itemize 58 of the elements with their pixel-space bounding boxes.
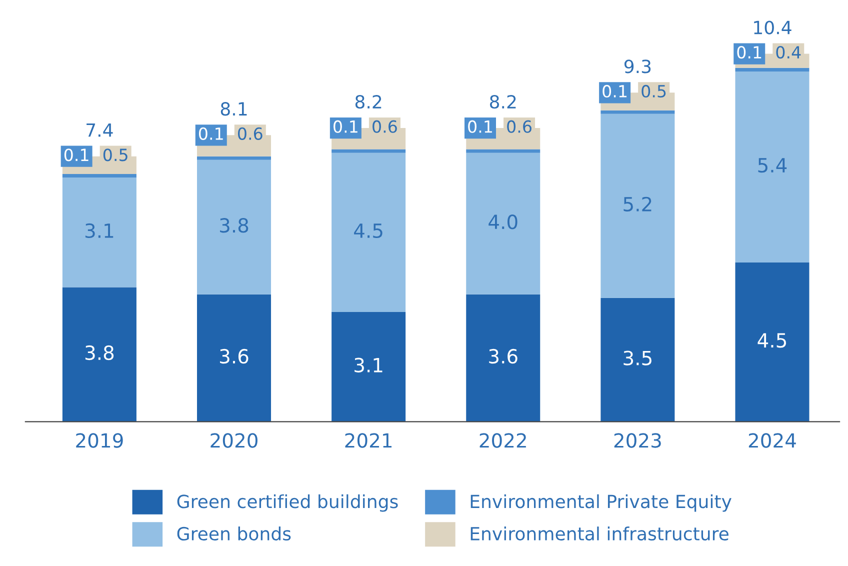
data-label: 0.1 bbox=[64, 148, 88, 162]
data-label: 4.5 bbox=[354, 224, 382, 238]
bar bbox=[600, 110, 675, 114]
bar bbox=[600, 298, 675, 422]
bar bbox=[332, 152, 406, 312]
data-label: 0.1 bbox=[468, 120, 492, 133]
data-label: 0.1 bbox=[198, 127, 223, 140]
total-label: 8.2 bbox=[355, 94, 382, 109]
data-label: 4.0 bbox=[488, 214, 518, 230]
data-label: 3.6 bbox=[220, 348, 248, 364]
legend-label: Environmental infrastructure bbox=[470, 526, 728, 541]
bar bbox=[197, 160, 272, 294]
bar bbox=[332, 149, 406, 153]
data-label: 3.1 bbox=[85, 223, 114, 238]
data-label: 5.4 bbox=[758, 158, 787, 173]
total-label: 9.3 bbox=[624, 60, 651, 74]
bar bbox=[197, 156, 272, 160]
bar bbox=[466, 149, 540, 153]
data-label: 3.8 bbox=[220, 218, 248, 233]
data-label: 3.5 bbox=[624, 350, 652, 366]
data-label: 0.1 bbox=[334, 120, 358, 133]
data-label: 0.1 bbox=[602, 84, 627, 98]
x-tick-label: 2024 bbox=[748, 433, 796, 448]
data-label: 0.6 bbox=[238, 127, 262, 140]
bar bbox=[62, 174, 136, 178]
data-label: 3.8 bbox=[85, 345, 114, 360]
bar bbox=[466, 152, 540, 294]
x-tick-label: 2022 bbox=[480, 433, 526, 448]
total-label: 10.4 bbox=[754, 20, 792, 34]
data-label: 0.4 bbox=[776, 46, 801, 59]
data-label: 0.1 bbox=[737, 46, 762, 59]
x-tick-label: 2021 bbox=[345, 433, 392, 448]
x-tick-label: 2019 bbox=[76, 433, 123, 448]
bar bbox=[332, 312, 406, 422]
bar bbox=[62, 178, 136, 288]
total-label: 8.1 bbox=[220, 102, 247, 116]
x-tick-label: 2020 bbox=[210, 433, 258, 448]
bar bbox=[197, 294, 272, 422]
bar bbox=[735, 71, 810, 262]
data-label: 3.1 bbox=[354, 358, 382, 372]
bar bbox=[62, 287, 136, 422]
data-label: 5.2 bbox=[624, 196, 652, 212]
x-tick-label: 2023 bbox=[614, 433, 661, 448]
legend-label: Green bonds bbox=[177, 526, 291, 541]
bar bbox=[466, 294, 540, 422]
legend-label: Green certified buildings bbox=[177, 494, 398, 512]
total-label: 8.2 bbox=[490, 94, 516, 109]
data-label: 0.6 bbox=[507, 120, 532, 133]
data-label: 0.5 bbox=[103, 148, 128, 162]
total-label: 7.4 bbox=[86, 124, 113, 137]
data-label: 0.5 bbox=[642, 84, 666, 98]
data-label: 3.6 bbox=[489, 348, 518, 364]
legend-label: Environmental Private Equity bbox=[470, 494, 732, 512]
bar bbox=[735, 68, 810, 72]
data-label: 4.5 bbox=[758, 333, 786, 348]
data-label: 0.6 bbox=[372, 120, 397, 133]
bar bbox=[735, 262, 810, 422]
bar bbox=[600, 114, 675, 298]
